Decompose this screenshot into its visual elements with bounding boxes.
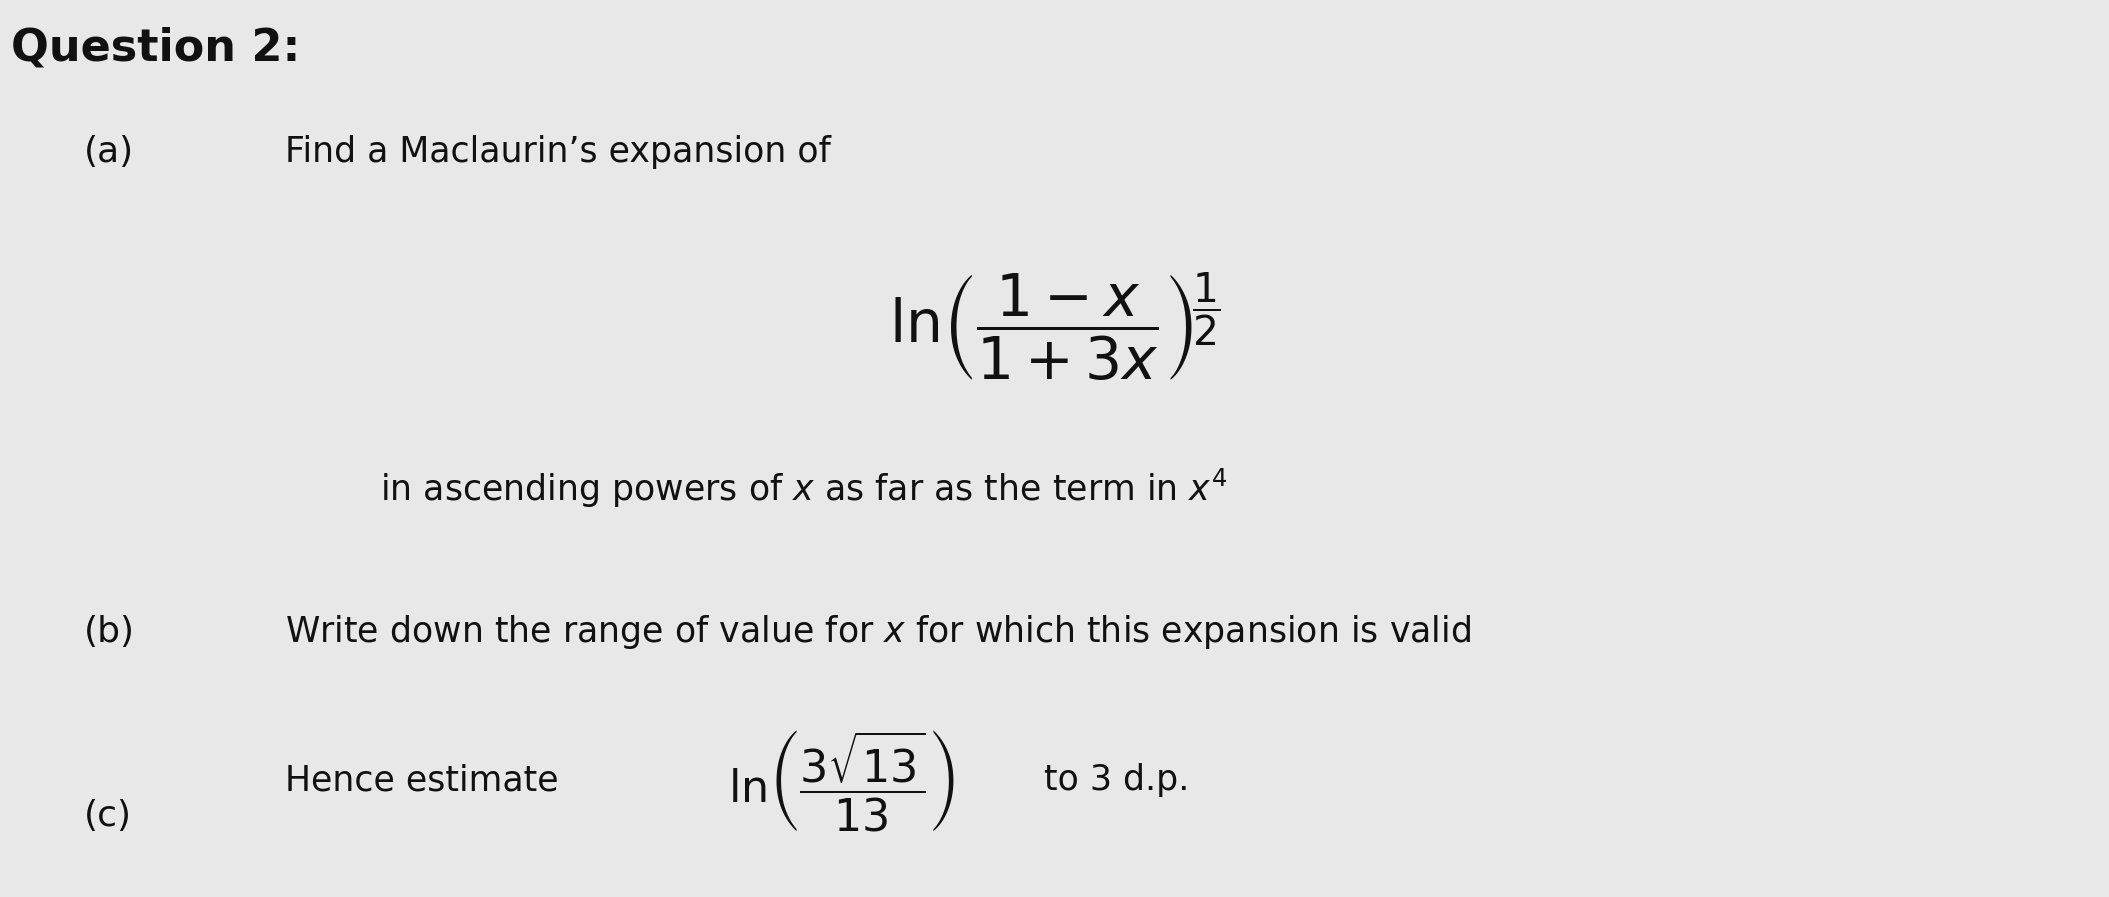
Text: (a): (a) bbox=[84, 135, 135, 170]
Text: (c): (c) bbox=[84, 799, 133, 833]
Text: $\mathrm{ln}\left(\dfrac{3\sqrt{13}}{13}\right)$: $\mathrm{ln}\left(\dfrac{3\sqrt{13}}{13}… bbox=[728, 727, 953, 833]
Text: Find a Maclaurin’s expansion of: Find a Maclaurin’s expansion of bbox=[285, 135, 831, 170]
Text: to 3 d.p.: to 3 d.p. bbox=[1044, 763, 1189, 797]
Text: Question 2:: Question 2: bbox=[11, 27, 299, 70]
Text: Write down the range of value for $x$ for which this expansion is valid: Write down the range of value for $x$ fo… bbox=[285, 614, 1470, 651]
Text: (b): (b) bbox=[84, 615, 135, 649]
Text: Hence estimate: Hence estimate bbox=[285, 763, 559, 797]
Text: in ascending powers of $x$ as far as the term in $x^4$: in ascending powers of $x$ as far as the… bbox=[380, 467, 1227, 510]
Text: $\mathrm{ln} \left(\dfrac{1-x}{1+3x}\right)^{\!\dfrac{1}{2}}$: $\mathrm{ln} \left(\dfrac{1-x}{1+3x}\rig… bbox=[888, 272, 1221, 383]
